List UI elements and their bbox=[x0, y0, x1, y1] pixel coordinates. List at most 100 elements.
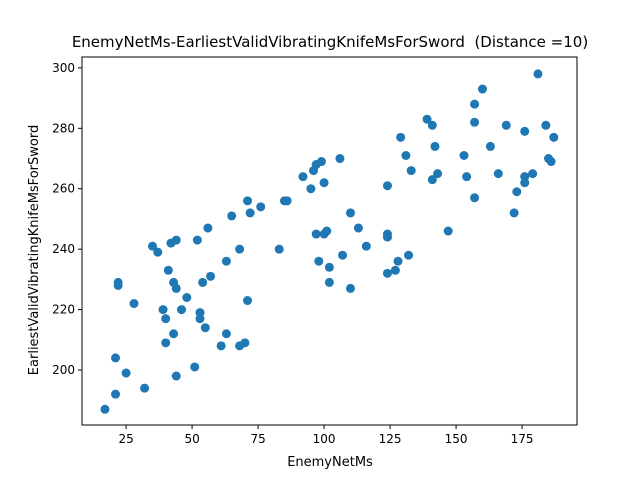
point bbox=[528, 169, 538, 179]
point bbox=[306, 184, 316, 194]
plot-frame bbox=[81, 56, 578, 426]
y-tick-label: 280 bbox=[52, 121, 75, 135]
point bbox=[200, 323, 210, 333]
point bbox=[298, 172, 308, 182]
point bbox=[470, 99, 480, 109]
point bbox=[227, 211, 237, 221]
point bbox=[309, 166, 319, 176]
point bbox=[549, 132, 559, 142]
point bbox=[245, 208, 255, 218]
point bbox=[171, 235, 181, 245]
point bbox=[161, 314, 171, 324]
y-tick-label: 300 bbox=[52, 61, 75, 75]
point bbox=[404, 250, 414, 260]
point bbox=[182, 292, 192, 302]
point bbox=[433, 169, 443, 179]
point bbox=[111, 353, 121, 363]
point bbox=[338, 250, 348, 260]
point bbox=[240, 338, 250, 348]
point bbox=[314, 256, 324, 266]
point bbox=[430, 141, 440, 151]
point bbox=[546, 157, 556, 167]
y-tick-label: 260 bbox=[52, 182, 75, 196]
point bbox=[192, 235, 202, 245]
x-tick-label: 175 bbox=[511, 432, 534, 446]
point bbox=[311, 229, 321, 239]
point bbox=[501, 120, 511, 130]
point bbox=[158, 305, 168, 315]
point bbox=[140, 383, 150, 393]
point bbox=[153, 247, 163, 257]
point bbox=[470, 117, 480, 127]
point bbox=[390, 265, 400, 275]
x-tick-label: 150 bbox=[445, 432, 468, 446]
point bbox=[361, 241, 371, 251]
point bbox=[216, 341, 226, 351]
x-tick-label: 100 bbox=[313, 432, 336, 446]
x-tick-label: 75 bbox=[250, 432, 265, 446]
point bbox=[382, 268, 392, 278]
point bbox=[221, 329, 231, 339]
point bbox=[427, 175, 437, 185]
point bbox=[396, 132, 406, 142]
point bbox=[470, 193, 480, 203]
point bbox=[282, 196, 292, 206]
point bbox=[169, 329, 179, 339]
point bbox=[171, 371, 181, 381]
point bbox=[345, 283, 355, 293]
point bbox=[520, 178, 530, 188]
point bbox=[171, 283, 181, 293]
point bbox=[177, 305, 187, 315]
point bbox=[163, 265, 173, 275]
point bbox=[462, 172, 472, 182]
point bbox=[512, 187, 522, 197]
point bbox=[121, 368, 131, 378]
point bbox=[203, 223, 213, 233]
point bbox=[509, 208, 519, 218]
point bbox=[221, 256, 231, 266]
point bbox=[324, 262, 334, 272]
x-tick-label: 25 bbox=[118, 432, 133, 446]
point bbox=[274, 244, 284, 254]
point bbox=[243, 196, 253, 206]
point bbox=[195, 314, 205, 324]
point bbox=[335, 154, 345, 164]
point bbox=[382, 181, 392, 191]
point bbox=[319, 178, 329, 188]
point bbox=[459, 150, 469, 160]
point bbox=[316, 157, 326, 167]
point bbox=[161, 338, 171, 348]
point bbox=[520, 126, 530, 136]
point bbox=[256, 202, 266, 212]
point bbox=[541, 120, 551, 130]
point bbox=[322, 226, 332, 236]
point bbox=[198, 277, 208, 287]
chart-title: EnemyNetMs-EarliestValidVibratingKnifeMs… bbox=[72, 33, 588, 51]
point bbox=[406, 166, 416, 176]
point bbox=[190, 362, 200, 372]
point bbox=[493, 169, 503, 179]
point bbox=[533, 69, 543, 79]
y-tick-label: 240 bbox=[52, 242, 75, 256]
x-tick-label: 125 bbox=[379, 432, 402, 446]
point bbox=[477, 84, 487, 94]
point bbox=[393, 256, 403, 266]
point bbox=[353, 223, 363, 233]
point bbox=[235, 244, 245, 254]
point bbox=[243, 296, 253, 306]
point bbox=[111, 389, 121, 399]
point bbox=[401, 150, 411, 160]
point bbox=[206, 271, 216, 281]
y-axis-label: EarliestValidVibratingKnifeMsForSword bbox=[27, 125, 42, 375]
point bbox=[147, 241, 157, 251]
point bbox=[113, 280, 123, 290]
point bbox=[324, 277, 334, 287]
point bbox=[382, 232, 392, 242]
point bbox=[345, 208, 355, 218]
x-axis-label: EnemyNetMs bbox=[287, 455, 373, 470]
point bbox=[422, 114, 432, 124]
point bbox=[100, 404, 110, 414]
point bbox=[443, 226, 453, 236]
